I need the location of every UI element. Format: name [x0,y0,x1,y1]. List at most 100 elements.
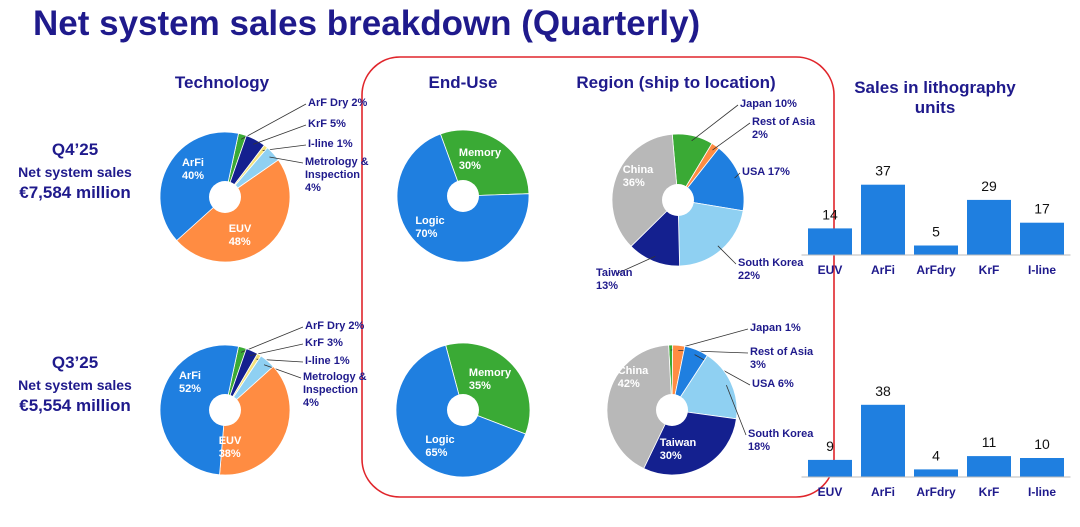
slice-category: South Korea [748,428,814,440]
slice-category: Japan [740,98,772,110]
slice-value-label: 42% [617,378,640,390]
slice-category: Memory [468,367,512,379]
bar-value-label: 29 [981,178,997,194]
bar-value-label: 14 [822,206,838,222]
leader-line [269,156,304,164]
slice-value-label: 36% [622,177,645,189]
slice-value-label: 1% [784,322,801,334]
slice-value-label: 4% [303,397,319,409]
slice-category: KrF [305,337,324,349]
pie-slice [176,159,291,263]
row-label: Net system sales [18,164,132,180]
slice-value-label: 48% [228,236,251,248]
slice-category: EUV [218,435,242,447]
slice-category: ArFi [181,157,204,169]
x-tick-label: I-line [1028,485,1056,499]
x-tick-label: ArFdry [916,263,956,277]
pie-hole [209,181,241,213]
column-header: Sales in lithography units [854,78,1016,117]
leader-line [717,245,737,265]
slice-label: USA 6% [752,378,842,391]
bar-value-label: 4 [932,447,940,463]
pie-slice [219,365,291,476]
pie-hole [662,184,694,216]
leader-line [240,103,307,140]
slice-label: China 36% [623,164,654,190]
slice-category: Japan [750,322,782,334]
slice-category: Rest of Asia [750,346,814,358]
column-header: End-Use [428,73,498,92]
bar [1020,458,1064,477]
bar-value-label: 37 [875,163,891,179]
slice-value-label: 38% [218,448,241,460]
slice-label: I-line 1% [305,355,395,368]
pie-hole [447,394,479,426]
slice-category: Metrology & Inspection [305,156,369,181]
x-tick-label: ArFdry [916,485,956,499]
sales-amount: €5,554 million [19,396,131,415]
slice-value-label: 3% [750,359,766,371]
slice-value-label: 40% [181,170,205,182]
slice-category: Metrology & Inspection [303,371,367,396]
slice-value-label: 3% [327,337,343,349]
slice-label: Taiwan 30% [660,437,696,463]
slice-label: USA 17% [742,166,832,179]
slice-value-label: 65% [425,447,448,459]
slice-label: Memory 30% [459,147,501,173]
slice-category: ArFi [178,370,201,382]
slice-label: Logic 65% [425,434,454,460]
slice-label: ArF Dry 2% [308,97,398,110]
slice-category: ArF Dry [308,97,349,109]
slice-label: Rest of Asia 2% [752,116,820,142]
slice-category: I-line [305,355,331,367]
leader-line [712,122,751,151]
slice-label: Japan 10% [740,98,830,111]
x-tick-label: EUV [818,263,843,277]
slice-label: Rest of Asia 3% [750,346,818,372]
slice-category: China [617,365,649,377]
row-label: Net system sales [18,377,132,393]
slice-value-label: 13% [596,280,619,292]
slice-category: China [622,164,654,176]
slice-value-label: 6% [777,378,794,390]
pie-hole [447,180,479,212]
bar [1020,222,1064,255]
slice-category: USA [752,378,775,390]
slice-value-label: 1% [336,138,353,150]
x-tick-label: EUV [818,485,843,499]
slice-category: USA [742,166,765,178]
bar [861,184,905,255]
slice-category: Taiwan [659,437,697,449]
slice-label: Logic 70% [415,215,444,241]
leader-line [726,384,747,436]
leader-line [691,104,739,142]
slide-title: Net system sales breakdown (Quarterly) [33,4,701,43]
highlight-frame [361,56,835,498]
bar-value-label: 11 [982,434,997,450]
x-tick-label: ArFi [871,485,895,499]
sales-amount: €7,584 million [19,183,131,202]
slice-label: KrF 3% [305,337,395,350]
bar [967,456,1011,477]
slice-label: EUV 38% [219,435,242,461]
leader-line [249,343,304,357]
slice-value-label: 10% [774,98,797,110]
bar [914,469,958,477]
slice-category: Logic [415,215,445,227]
leader-line [253,124,307,145]
slice-label: Taiwan 13% [596,267,640,293]
pie-slice [159,344,239,476]
column-header: Technology [174,73,270,92]
slice-label: Metrology & Inspection 4% [305,156,377,195]
slice-label: Japan 1% [750,322,840,335]
leader-line [734,172,741,179]
slice-label: China 42% [618,365,649,391]
slice-label: South Korea 22% [738,257,810,283]
slice-label: ArF Dry 2% [305,320,395,333]
slice-label: Metrology & Inspection 4% [303,371,375,410]
bar-value-label: 38 [875,383,891,399]
pie-slice [611,133,679,247]
slice-category: ArF Dry [305,320,346,332]
